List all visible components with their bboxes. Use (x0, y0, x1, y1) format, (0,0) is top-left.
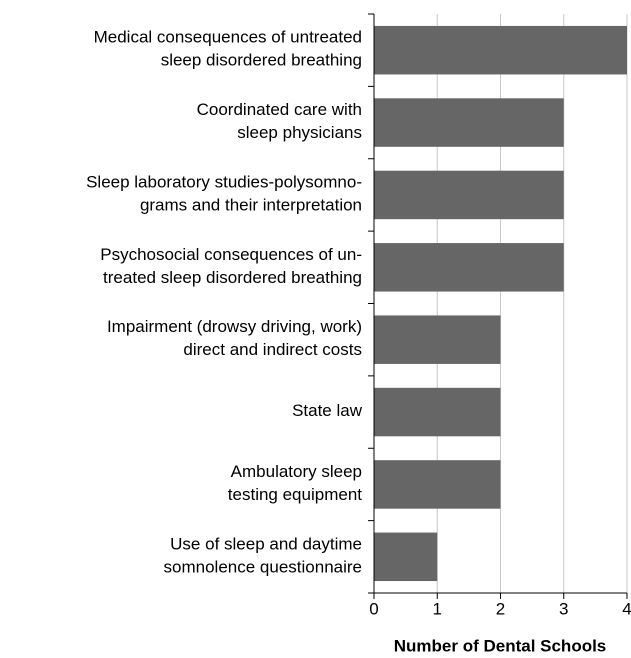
bar (374, 532, 438, 582)
bar (374, 460, 501, 509)
y-tick-label: Coordinated care with sleep physicians (197, 101, 362, 143)
bar (374, 98, 564, 147)
bar (374, 243, 564, 292)
y-tick-label: Sleep laboratory studies-polysomno-grams… (86, 173, 362, 215)
x-tick-label: 3 (559, 599, 568, 618)
x-tick-label: 0 (369, 599, 378, 618)
x-tick-label: 4 (622, 599, 631, 618)
bar (374, 170, 564, 220)
y-tick-label: Ambulatory sleep testing equipment (228, 462, 362, 504)
y-tick-label: Medical consequences of untreated sleep d… (94, 28, 362, 70)
y-tick-label: Psychosocial consequences of un-treated … (100, 245, 362, 287)
y-tick-label: State law (292, 402, 363, 421)
x-tick-label: 2 (496, 599, 505, 618)
bar (374, 25, 627, 75)
y-tick-label: Use of sleep and daytime somnolence quest… (164, 535, 362, 577)
bar (374, 315, 501, 364)
x-tick-label: 1 (433, 599, 442, 618)
y-tick-label: Impairment (drowsy driving, work) direct … (107, 318, 362, 360)
x-axis-title: Number of Dental Schools (394, 636, 607, 655)
bar (374, 387, 501, 437)
